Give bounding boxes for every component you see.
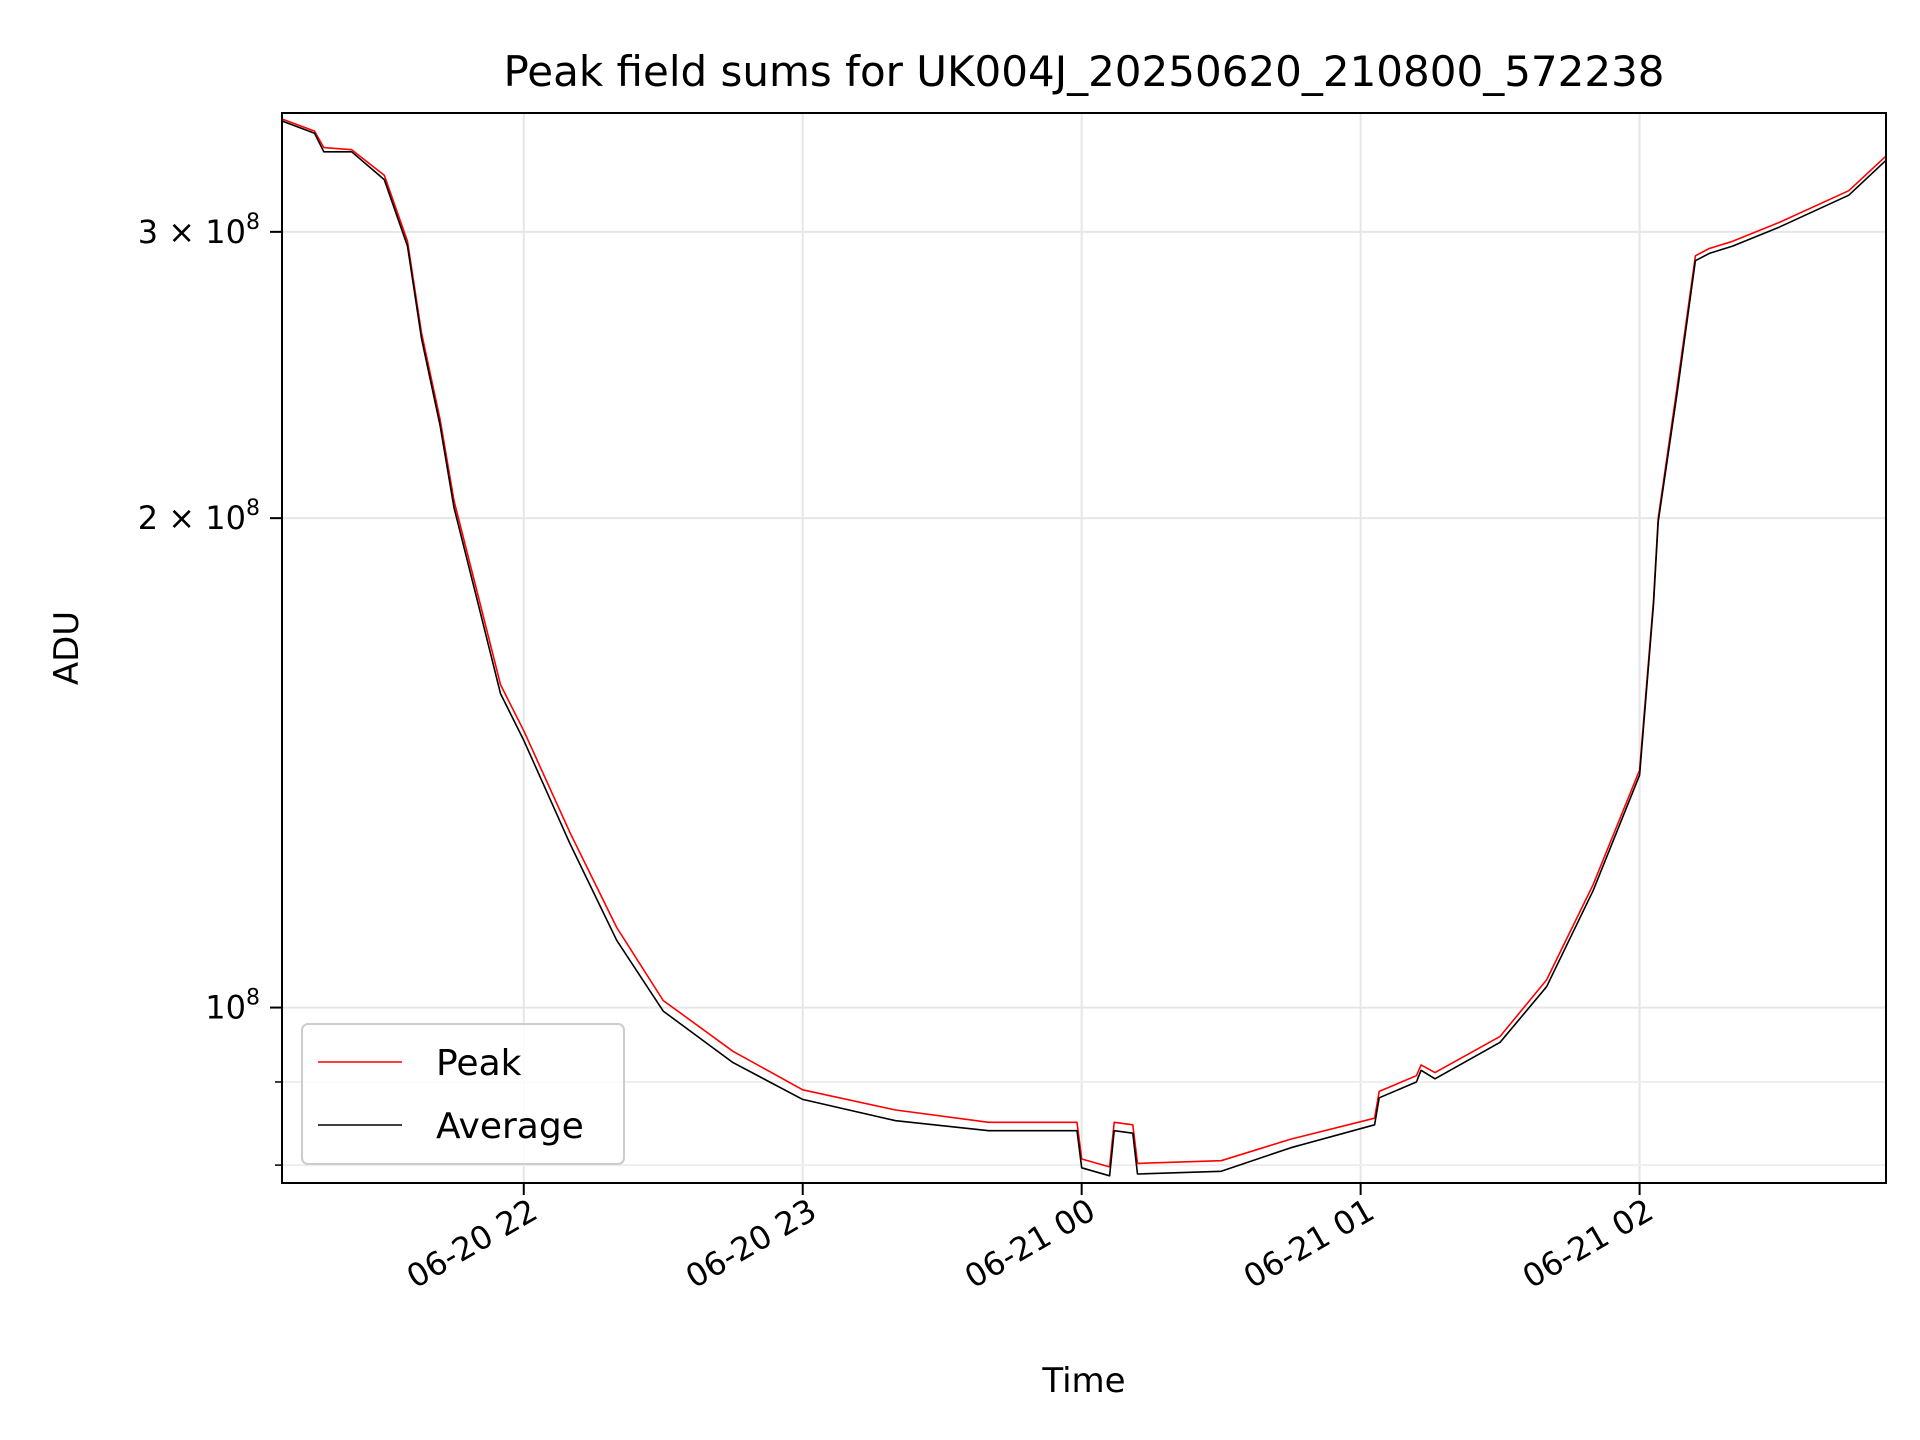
chart-title: Peak field sums for UK004J_20250620_2108… [503,47,1664,96]
y-tick-label: 108 [205,986,260,1027]
series-layer [281,118,1887,1177]
legend-box [301,1023,625,1165]
y-tick-label: 3 × 108 [138,210,260,251]
y-axis-title: ADU [47,611,87,685]
x-axis-title: Time [1041,1361,1125,1401]
series-line-average [281,120,1887,1177]
legend-label-peak: Peak [436,1043,522,1084]
legend-label-average: Average [436,1106,584,1147]
y-tick-label: 2 × 108 [138,496,260,537]
legend: Peak Average [301,1023,625,1165]
grid-layer [282,113,1886,1183]
plot-frame [281,112,1887,1184]
